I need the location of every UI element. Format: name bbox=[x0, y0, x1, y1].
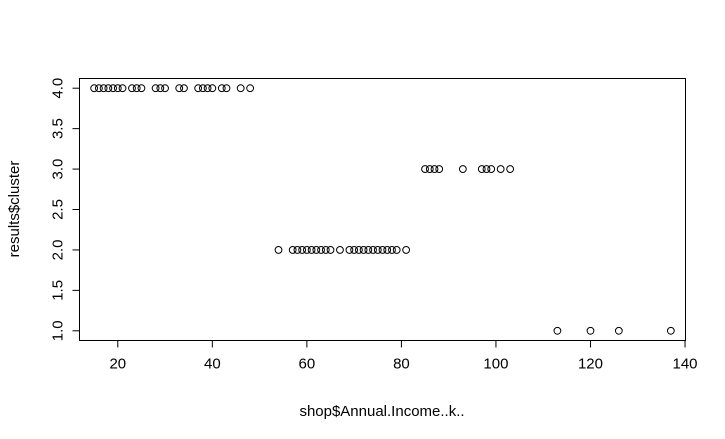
data-point bbox=[180, 84, 188, 93]
data-point bbox=[392, 246, 401, 254]
data-point bbox=[288, 246, 297, 254]
data-point bbox=[553, 326, 562, 335]
data-point bbox=[194, 84, 203, 93]
y-tick-label: 3.0 bbox=[50, 159, 67, 180]
x-tick-label: 100 bbox=[483, 356, 508, 373]
data-point bbox=[236, 84, 245, 93]
data-point bbox=[161, 84, 169, 93]
data-point bbox=[128, 84, 136, 93]
y-axis: 1.0 1.5 2.0 2.5 3.0 3.5 4.0 bbox=[50, 78, 80, 341]
x-tick-label: 140 bbox=[673, 356, 698, 373]
x-tick-label: 120 bbox=[578, 356, 603, 373]
y-tick-label: 1.0 bbox=[50, 320, 67, 341]
data-point bbox=[156, 84, 165, 93]
data-point bbox=[378, 246, 387, 254]
data-point bbox=[458, 165, 467, 173]
data-point bbox=[90, 84, 99, 93]
data-point bbox=[312, 246, 321, 254]
x-tick-label: 80 bbox=[393, 356, 410, 373]
plot-frame bbox=[79, 78, 686, 341]
data-point bbox=[487, 165, 496, 173]
data-point bbox=[345, 246, 354, 254]
data-point bbox=[132, 84, 141, 93]
data-point bbox=[222, 84, 231, 93]
y-tick-label: 2.5 bbox=[50, 199, 67, 220]
data-point bbox=[109, 84, 117, 93]
data-point bbox=[506, 165, 515, 173]
data-point bbox=[113, 84, 122, 93]
y-tick-label: 1.5 bbox=[50, 280, 67, 301]
data-point bbox=[425, 165, 434, 173]
data-point bbox=[293, 246, 302, 254]
data-point bbox=[388, 246, 396, 254]
data-point bbox=[203, 84, 212, 93]
data-point bbox=[430, 165, 439, 173]
data-point bbox=[477, 165, 486, 173]
x-axis-label: shop$Annual.Income..k.. bbox=[299, 403, 464, 420]
data-point bbox=[198, 84, 207, 93]
data-point bbox=[369, 246, 377, 254]
data-point bbox=[359, 246, 368, 254]
x-tick-label: 40 bbox=[204, 356, 221, 373]
data-point bbox=[302, 246, 311, 254]
data-points bbox=[90, 84, 675, 335]
data-point bbox=[217, 84, 226, 93]
data-point bbox=[321, 246, 330, 254]
data-point bbox=[402, 246, 411, 254]
data-point bbox=[151, 84, 160, 93]
y-axis-label: results$cluster bbox=[6, 161, 23, 258]
data-point bbox=[666, 326, 675, 335]
data-point bbox=[421, 165, 429, 173]
data-point bbox=[482, 165, 491, 173]
data-point bbox=[208, 84, 217, 93]
data-point bbox=[373, 246, 382, 254]
data-point bbox=[298, 246, 307, 254]
y-tick-label: 3.5 bbox=[50, 118, 67, 139]
data-point bbox=[364, 246, 373, 254]
data-point bbox=[307, 246, 316, 254]
data-point bbox=[336, 246, 344, 254]
data-point bbox=[317, 246, 325, 254]
x-tick-label: 60 bbox=[299, 356, 316, 373]
data-point bbox=[118, 84, 127, 93]
data-point bbox=[94, 84, 103, 93]
data-point bbox=[326, 246, 335, 254]
data-point bbox=[496, 165, 505, 173]
data-point bbox=[274, 246, 283, 254]
data-point bbox=[246, 84, 255, 93]
data-point bbox=[137, 84, 146, 93]
data-point bbox=[435, 165, 444, 173]
y-tick-label: 2.0 bbox=[50, 240, 67, 261]
y-tick-label: 4.0 bbox=[50, 78, 67, 99]
data-point bbox=[350, 246, 359, 254]
data-point bbox=[586, 326, 595, 335]
data-point bbox=[99, 84, 108, 93]
x-tick-label: 20 bbox=[109, 356, 126, 373]
data-point bbox=[104, 84, 113, 93]
data-point bbox=[614, 326, 623, 335]
data-point bbox=[175, 84, 184, 93]
data-point bbox=[354, 246, 363, 254]
x-axis: 20 40 60 80 100 120 140 bbox=[109, 340, 698, 373]
data-point bbox=[383, 246, 392, 254]
